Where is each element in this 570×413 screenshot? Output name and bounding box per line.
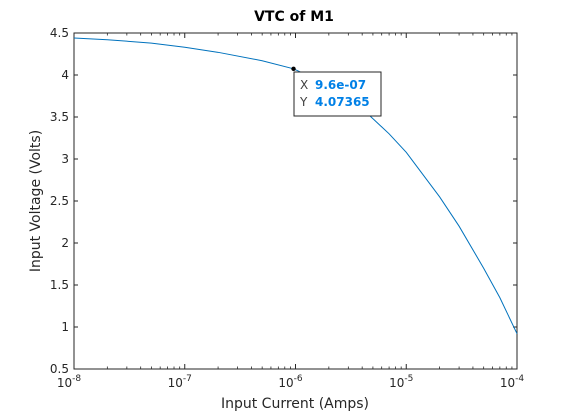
y-axis-label: Input Voltage (Volts) bbox=[28, 130, 44, 272]
x-tick-label: 10-4 bbox=[500, 374, 525, 390]
x-tick-label: 10-5 bbox=[389, 374, 413, 390]
datatip-y-value: 4.07365 bbox=[315, 95, 370, 109]
x-tick-label: 10-8 bbox=[57, 374, 82, 390]
datatip-x-key: X bbox=[300, 78, 308, 92]
y-tick-label: 4.5 bbox=[50, 26, 69, 40]
y-tick-label: 1.5 bbox=[50, 278, 69, 292]
y-tick-label: 3.5 bbox=[50, 110, 69, 124]
datatip-marker bbox=[291, 66, 296, 72]
y-tick-label: 2.5 bbox=[50, 194, 69, 208]
y-tick-label: 0.5 bbox=[50, 362, 69, 376]
x-axis-label: Input Current (Amps) bbox=[221, 396, 369, 412]
y-tick-label: 2 bbox=[61, 236, 69, 250]
y-tick-label: 3 bbox=[61, 152, 69, 166]
datatip-x-value: 9.6e-07 bbox=[315, 78, 366, 92]
datatip: X 9.6e-07 Y 4.07365 bbox=[293, 71, 382, 117]
datatip-y-key: Y bbox=[299, 95, 308, 109]
y-tick-label: 1 bbox=[61, 320, 69, 334]
y-tick-label: 4 bbox=[61, 68, 69, 82]
y-axis: 0.5 1 1.5 2 2.5 3 3.5 4 4.5 bbox=[50, 26, 517, 376]
x-tick-label: 10-7 bbox=[168, 374, 192, 390]
chart-title: VTC of M1 bbox=[254, 9, 334, 25]
x-tick-label: 10-6 bbox=[278, 374, 303, 390]
datatip-box bbox=[293, 71, 382, 117]
